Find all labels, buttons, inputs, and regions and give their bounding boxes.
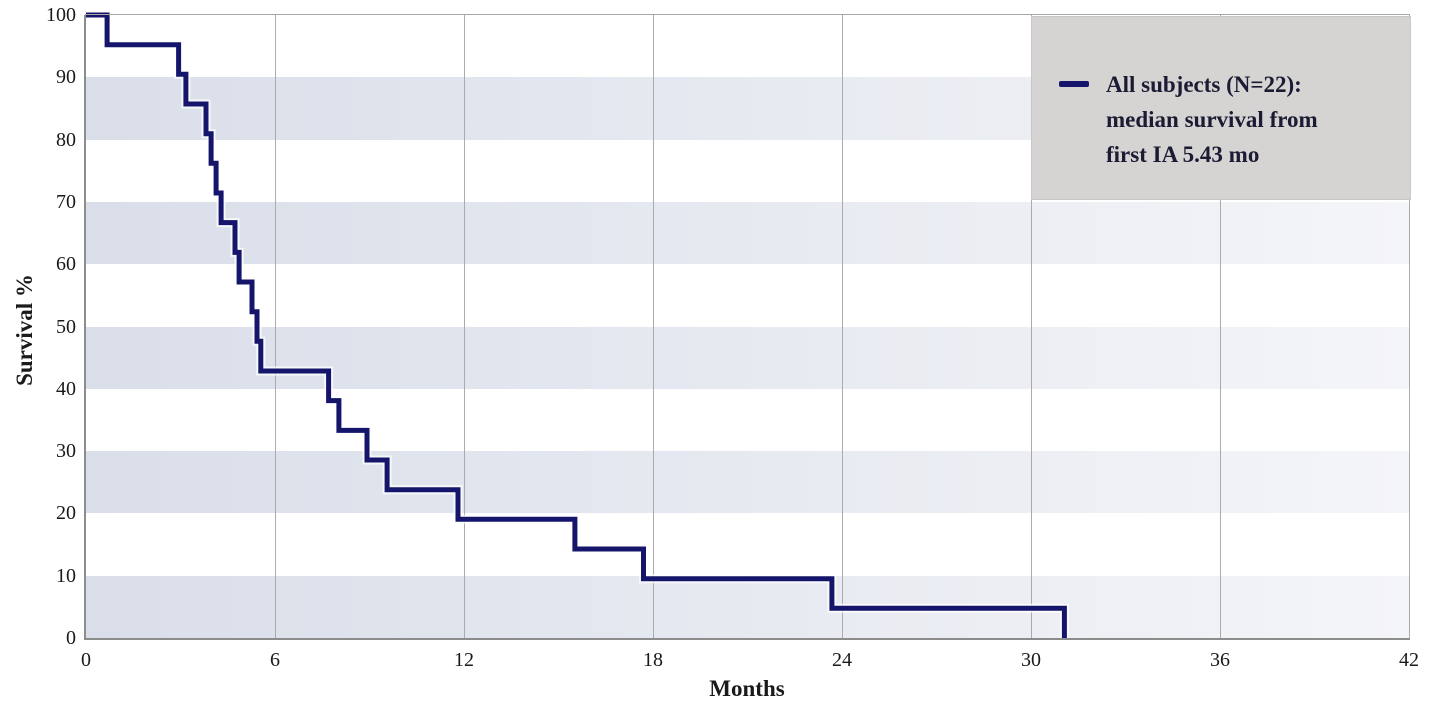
x-axis-line (84, 638, 1410, 640)
x-axis-title: Months (709, 676, 785, 701)
x-tick-label-24: 24 (832, 649, 852, 671)
y-tick-label-60: 60 (56, 253, 76, 276)
y-tick-label-10: 10 (56, 564, 76, 587)
shaded-band (86, 201, 1409, 265)
legend-line-2: median survival from (1106, 107, 1318, 132)
y-tick-label-0: 0 (66, 627, 76, 649)
x-tick-label-6: 6 (270, 649, 280, 671)
y-tick-label-90: 90 (56, 66, 76, 89)
survival-curve (86, 12, 1067, 638)
y-tick-label-20: 20 (56, 502, 76, 525)
plot-area (86, 10, 1410, 638)
y-tick-label-40: 40 (56, 377, 76, 400)
y-tick-label-30: 30 (56, 440, 76, 463)
x-tick-label-36: 36 (1210, 649, 1230, 671)
y-axis-tick-labels: 0 10 20 30 40 50 60 70 80 90 100 (0, 0, 76, 707)
gridline-month-12 (463, 15, 465, 638)
legend-line-1: All subjects (N=22): (1106, 72, 1302, 97)
plot-top-border (85, 14, 1410, 15)
survival-curve-svg (86, 10, 1069, 638)
y-tick-label-80: 80 (56, 128, 76, 151)
shaded-band (86, 575, 1409, 638)
y-tick-label-50: 50 (56, 315, 76, 338)
gridline-month-36 (1219, 15, 1221, 638)
gridline-month-30 (1030, 15, 1032, 638)
x-tick-label-0: 0 (81, 649, 91, 671)
legend-box: All subjects (N=22): median survival fro… (1031, 16, 1411, 200)
x-tick-label-18: 18 (643, 649, 663, 671)
legend-line-marker (1059, 81, 1089, 87)
x-tick-label-12: 12 (454, 649, 474, 671)
gridline-month-6 (274, 15, 276, 638)
y-tick-label-100: 100 (46, 4, 76, 26)
y-axis-line (84, 15, 86, 638)
legend-line-3: first IA 5.43 mo (1106, 142, 1260, 167)
shaded-band (86, 451, 1409, 514)
shaded-band (86, 326, 1409, 389)
gridline-month-18 (652, 15, 654, 638)
gridline-month-42 (1408, 15, 1410, 638)
x-tick-label-30: 30 (1021, 649, 1041, 671)
y-tick-label-70: 70 (56, 190, 76, 213)
gridline-month-24 (841, 15, 843, 638)
legend-label: All subjects (N=22): median survival fro… (1106, 67, 1318, 172)
x-tick-label-42: 42 (1399, 649, 1419, 671)
